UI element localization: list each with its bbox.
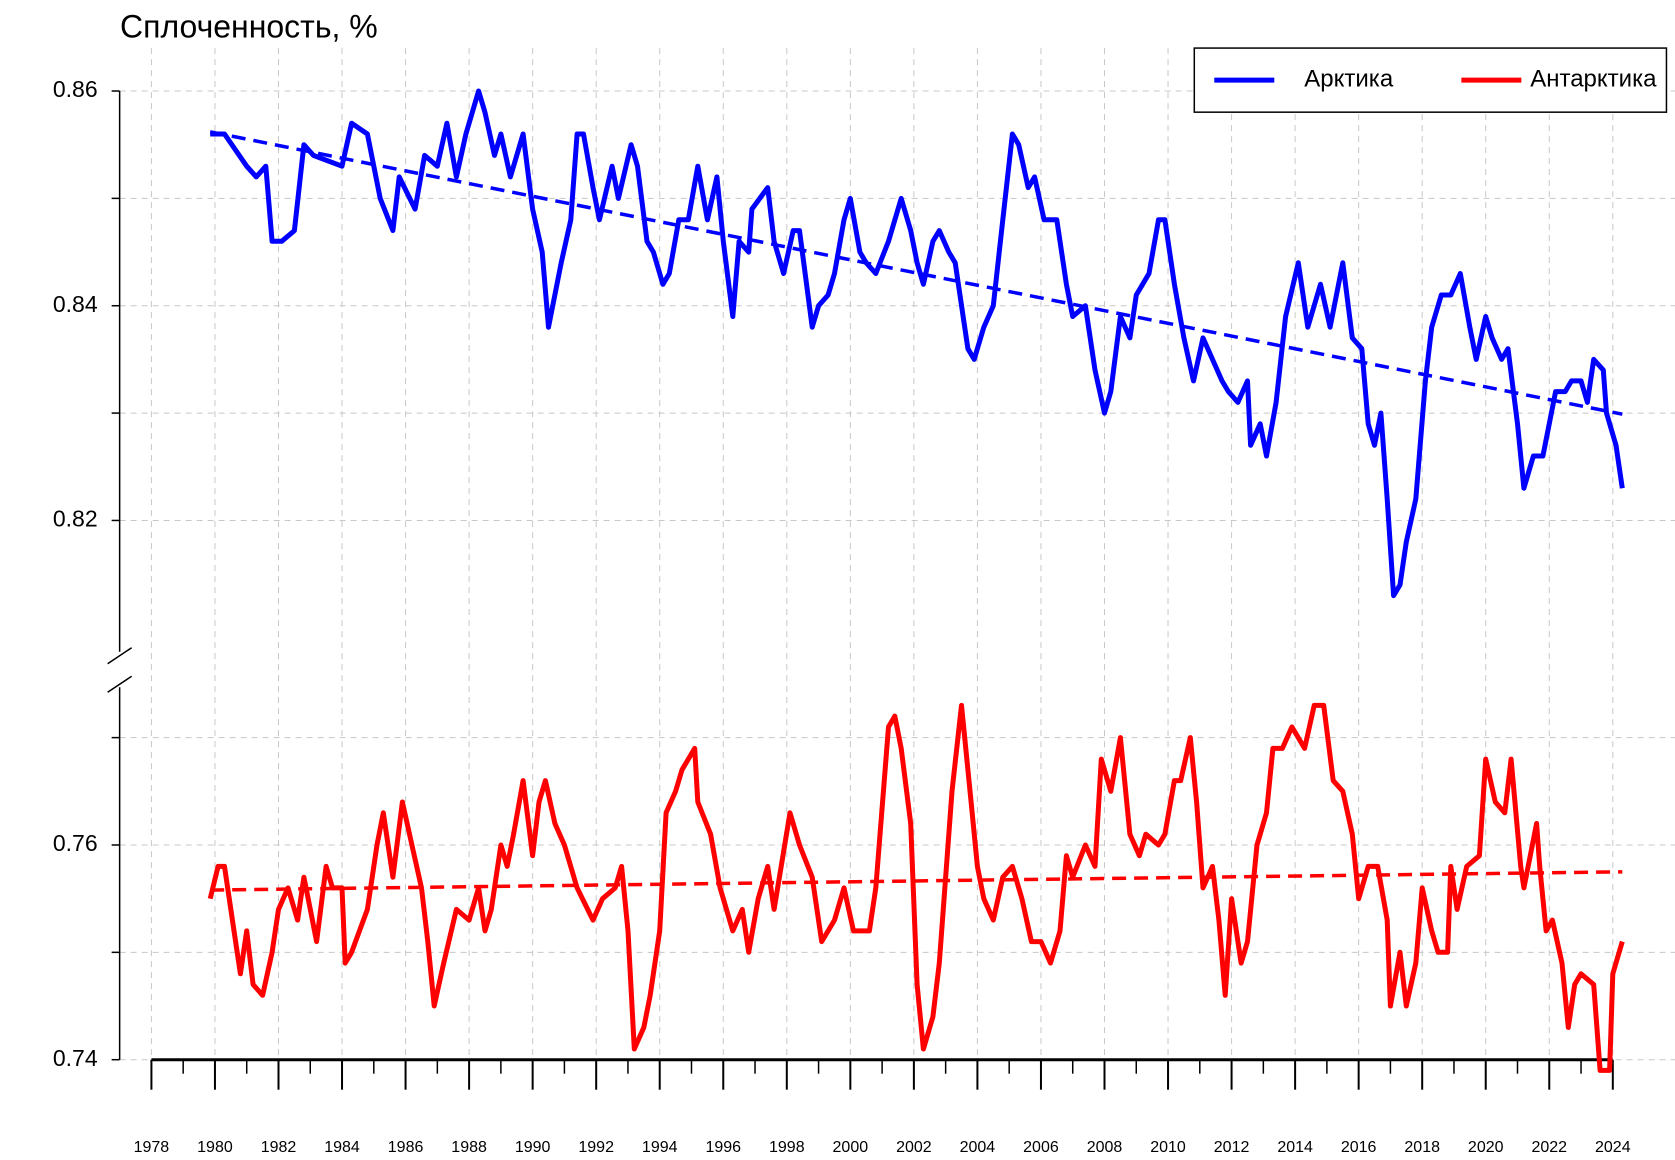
y-tick-label: 0.84 xyxy=(53,291,98,317)
x-tick-label: 2010 xyxy=(1150,1139,1186,1156)
x-tick-label: 2024 xyxy=(1595,1139,1631,1156)
legend-label: Антарктика xyxy=(1530,65,1657,92)
axis-break xyxy=(107,675,133,693)
y-tick-label: 0.82 xyxy=(53,506,98,532)
x-tick-label: 1980 xyxy=(197,1139,233,1156)
x-tick-label: 2002 xyxy=(896,1139,932,1156)
y-tick-label: 0.74 xyxy=(53,1045,98,1071)
x-tick-label: 1992 xyxy=(578,1139,614,1156)
x-tick-label: 2012 xyxy=(1214,1139,1250,1156)
x-tick-label: 1990 xyxy=(515,1139,551,1156)
x-tick-label: 1978 xyxy=(134,1139,170,1156)
x-tick-label: 1984 xyxy=(324,1139,360,1156)
legend-label: Арктика xyxy=(1304,65,1394,92)
trend-line xyxy=(210,870,1623,892)
y-tick-label: 0.86 xyxy=(53,76,98,102)
x-tick-label: 2004 xyxy=(960,1139,996,1156)
axis-break xyxy=(107,647,133,665)
data-line xyxy=(207,702,1625,1073)
x-tick-label: 1986 xyxy=(388,1139,424,1156)
y-tick-label: 0.76 xyxy=(53,830,98,856)
x-tick-label: 1988 xyxy=(451,1139,487,1156)
x-tick-label: 1998 xyxy=(769,1139,805,1156)
x-tick-label: 2022 xyxy=(1531,1139,1567,1156)
x-tick-label: 1994 xyxy=(642,1139,678,1156)
x-tick-label: 2020 xyxy=(1468,1139,1504,1156)
x-tick-label: 1982 xyxy=(261,1139,297,1156)
x-tick-label: 2006 xyxy=(1023,1139,1059,1156)
x-tick-label: 2014 xyxy=(1277,1139,1313,1156)
chart-title: Сплоченность, % xyxy=(120,8,378,44)
trend-line xyxy=(209,130,1623,416)
x-tick-label: 2016 xyxy=(1341,1139,1377,1156)
x-tick-label: 2008 xyxy=(1087,1139,1123,1156)
data-line xyxy=(210,88,1625,599)
x-tick-label: 2018 xyxy=(1404,1139,1440,1156)
x-tick-label: 1996 xyxy=(705,1139,741,1156)
x-tick-label: 2000 xyxy=(833,1139,869,1156)
